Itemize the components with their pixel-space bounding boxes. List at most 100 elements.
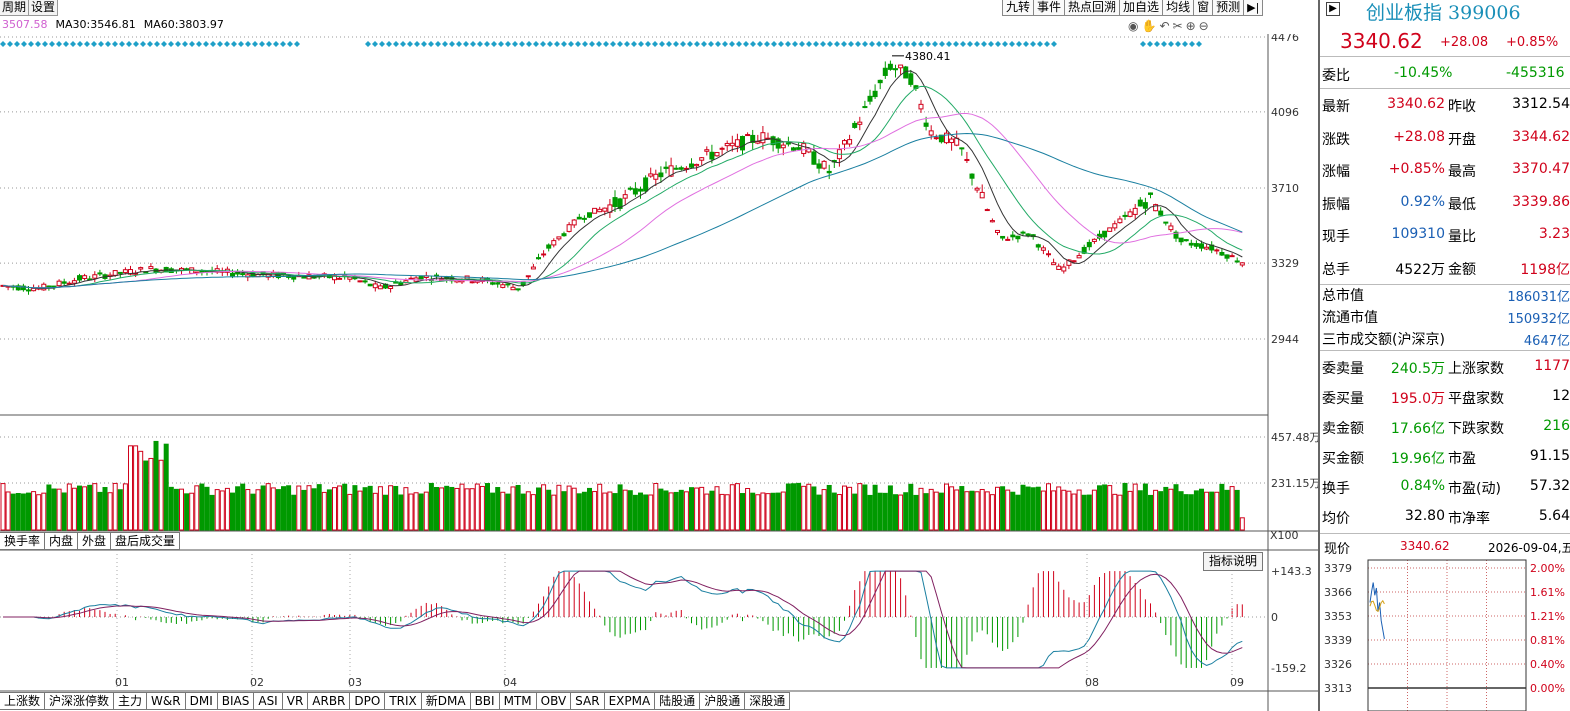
volume-bar [199,483,205,531]
zoom-out-icon[interactable]: ⊖ [1198,19,1209,33]
signal-diamond [708,41,714,47]
indicator-tab[interactable]: DMI [184,692,218,710]
mini-left-axis-label: 3313 [1324,682,1352,695]
volume-bar [893,494,898,531]
tab-after-hours-volume[interactable]: 盘后成交量 [110,532,181,550]
undo-icon[interactable]: ↶ [1159,19,1170,33]
order-value: 32.80 [1404,508,1445,524]
signal-diamond [568,41,574,47]
candle-body [1025,233,1031,237]
indicator-tab[interactable]: BBI [469,692,500,710]
tab-inner-volume[interactable]: 内盘 [44,532,79,550]
signal-diamond [1189,41,1195,47]
indicator-tab[interactable]: DPO [349,692,386,710]
volume-bar [1209,491,1215,531]
volume-bar [474,483,480,531]
panel-toggle-icon[interactable]: ▶ [1326,2,1340,16]
menu-period[interactable]: 周期 [0,0,30,16]
indicator-tab[interactable]: EXPMA [603,692,656,710]
volume-bar [694,487,700,531]
volume-bar [1025,486,1031,531]
tab-turnover[interactable]: 换手率 [0,532,46,550]
signal-diamond [729,41,735,47]
quote-label: 金额 [1448,261,1476,278]
volume-bar [592,491,598,531]
signal-diamond [161,41,167,47]
order-label: 下跌家数 [1448,421,1504,437]
signal-diamond [617,41,623,47]
quote-label: 总手 [1322,261,1350,278]
signal-diamond [526,41,532,47]
tab-jiuzhuan[interactable]: 九转 [1002,0,1035,16]
tab-window[interactable]: 窗 [1193,0,1214,16]
tab-forecast[interactable]: 预测 [1212,0,1245,16]
indicator-tab[interactable]: VR [281,692,309,710]
quote-row: 现手 109310 量比 3.23 [1320,220,1570,252]
scissors-icon[interactable]: ✂ [1172,19,1183,33]
volume-bar [724,494,730,531]
order-label: 委卖量 [1322,361,1364,377]
volume-bar [561,491,567,531]
indicator-tab[interactable]: 新DMA [420,692,471,710]
volume-bar [372,492,378,531]
tab-hotspot[interactable]: 热点回溯 [1064,0,1121,16]
indicator-tab[interactable]: MTM [498,692,537,710]
indicator-tab[interactable]: 深股通 [744,692,791,710]
indicator-tab[interactable]: 沪深涨停数 [44,692,115,710]
tab-add-favorite[interactable]: 加自选 [1119,0,1164,16]
candle-body [128,269,133,275]
signal-diamond [750,41,756,47]
collapse-icon[interactable]: ▶| [1243,0,1264,16]
indicator-tab[interactable]: 陆股通 [654,692,701,710]
intraday-mini-chart[interactable]: 3379 2.00% 3366 1.61% 3353 1.21% 3339 0.81% 3326… [1320,538,1570,711]
market-label: 总市值 [1322,288,1364,304]
volume-bar [587,487,592,531]
mini-right-axis-label: 1.21% [1530,610,1565,623]
signal-diamond [799,41,805,47]
volume-bar [219,490,225,531]
indicator-tab[interactable]: W&R [146,692,186,710]
volume-bar [918,487,924,531]
kline-chart[interactable]: 4476 4096 3710 3329 2944 4380.41 457.48万 231.15… [0,34,1318,711]
volume-bar [505,493,511,531]
month-label: 01 [115,676,129,689]
indicator-tab[interactable]: TRIX [384,692,422,710]
quote-value: 109310 [1391,226,1445,242]
candle-body [821,160,827,169]
menu-settings[interactable]: 设置 [29,0,59,16]
signal-diamond [98,41,104,47]
eye-icon[interactable]: ◉ [1128,19,1139,33]
candle-body [842,140,847,145]
volume-bar [1112,493,1118,531]
volume-bar [719,493,725,531]
indicator-tab[interactable]: OBV [535,692,572,710]
indicator-tab[interactable]: SAR [570,692,605,710]
tab-events[interactable]: 事件 [1033,0,1066,16]
indicator-tab[interactable]: 主力 [113,692,148,710]
candle-body [852,122,858,128]
volume-bar [449,486,455,531]
signal-diamond [365,41,371,47]
candle-body [678,167,684,170]
indicator-tab[interactable]: BIAS [216,692,255,710]
volume-bar [1183,494,1189,531]
volume-bar [979,488,985,531]
indicator-tab[interactable]: ASI [253,692,283,710]
signal-diamond [547,41,553,47]
signal-diamond [1161,41,1167,47]
tab-outer-volume[interactable]: 外盘 [77,532,112,550]
zoom-in-icon[interactable]: ⊕ [1185,19,1196,33]
indicator-tab[interactable]: ARBR [307,692,351,710]
signal-diamond [1175,41,1181,47]
candle-body [1015,235,1021,240]
signal-diamond [196,41,202,47]
signal-diamond [386,41,392,47]
tab-ma-lines[interactable]: 均线 [1162,0,1195,16]
order-value: 57.32 [1529,478,1570,494]
indicator-tab[interactable]: 上涨数 [0,692,46,710]
volume-bar [311,488,317,531]
indicator-tab[interactable]: 沪股通 [699,692,746,710]
candle-body [1183,239,1189,242]
hand-icon[interactable]: ✋ [1141,19,1157,33]
indicator-help-button[interactable]: 指标说明 [1203,552,1264,571]
